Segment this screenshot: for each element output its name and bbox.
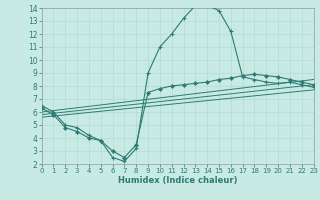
- X-axis label: Humidex (Indice chaleur): Humidex (Indice chaleur): [118, 176, 237, 185]
